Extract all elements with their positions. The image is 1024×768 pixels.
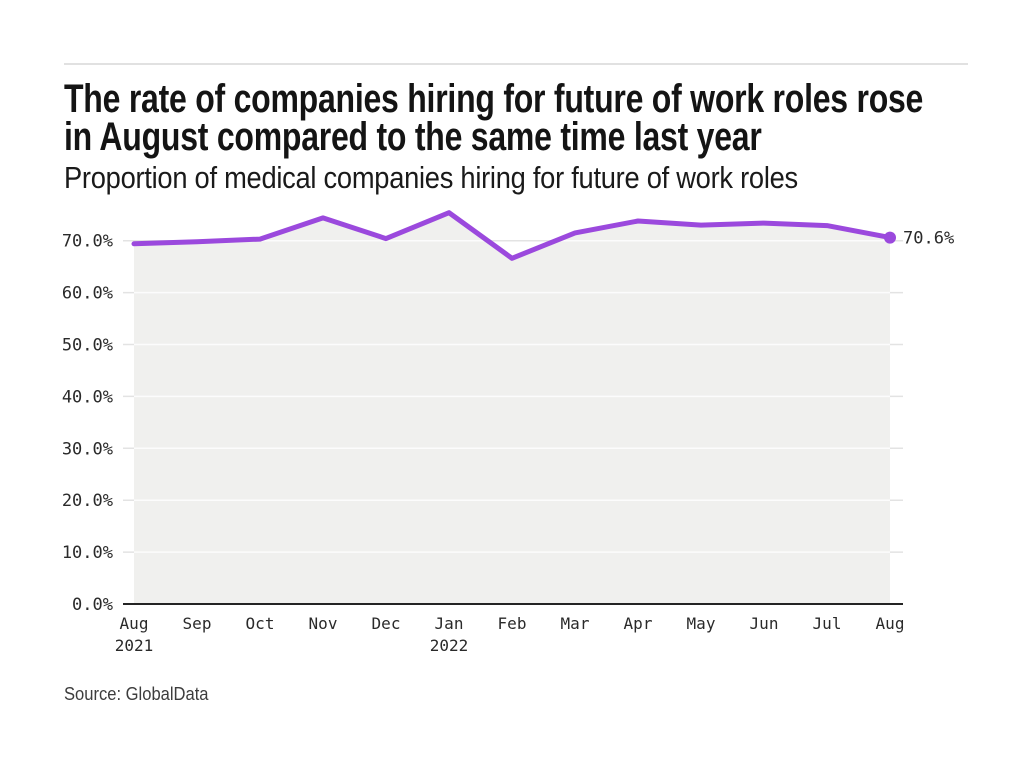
y-tick-label: 40.0% — [62, 387, 113, 407]
y-tick-label: 0.0% — [72, 595, 113, 615]
x-tick-label: Jul — [813, 614, 842, 633]
header-divider — [64, 63, 968, 65]
chart-line — [131, 210, 893, 261]
page-title: The rate of companies hiring for future … — [64, 77, 924, 159]
y-tick-label: 20.0% — [62, 491, 113, 511]
y-tick-label: 70.0% — [62, 232, 113, 252]
x-tick-label: Nov — [309, 614, 338, 633]
x-tick-label: Jan — [435, 614, 464, 633]
end-value-label: 70.6% — [903, 229, 954, 249]
x-tick-label: May — [687, 614, 716, 633]
y-tick-label: 50.0% — [62, 336, 113, 356]
x-tick-label: Sep — [183, 614, 212, 633]
y-tick-label: 30.0% — [62, 439, 113, 459]
x-tick-label: Aug — [876, 614, 905, 633]
y-tick-label: 60.0% — [62, 284, 113, 304]
x-tick-label: Aug — [120, 614, 149, 633]
x-tick-label: Feb — [498, 614, 527, 633]
x-tick-label: Mar — [561, 614, 590, 633]
x-tick-year-label: 2022 — [430, 636, 469, 655]
end-point-marker — [884, 231, 896, 244]
x-tick-year-label: 2021 — [115, 636, 154, 655]
chart-subtitle: Proportion of medical companies hiring f… — [64, 160, 798, 195]
chart-area-fill — [134, 212, 890, 604]
source-note: Source: GlobalData — [64, 684, 209, 704]
x-tick-label: Oct — [246, 614, 275, 633]
page-title-line2: in August compared to the same time last… — [64, 115, 762, 159]
page-title-line1: The rate of companies hiring for future … — [64, 77, 924, 121]
x-tick-label: Dec — [372, 614, 401, 633]
y-tick-label: 10.0% — [62, 543, 113, 563]
x-tick-label: Apr — [624, 614, 653, 633]
x-tick-label: Jun — [750, 614, 779, 633]
